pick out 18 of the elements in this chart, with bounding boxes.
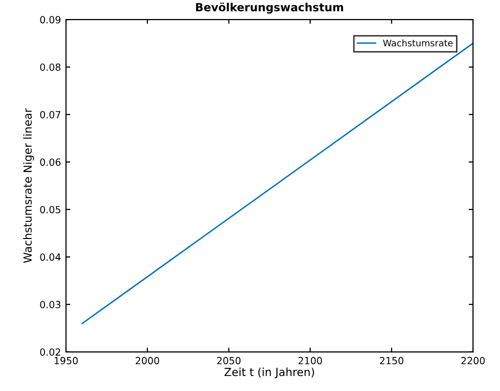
y-axis-title: Wachstumsrate Niger linear	[23, 108, 34, 263]
x-tick-label: 2150	[380, 356, 404, 364]
y-tick-label: 0.04	[40, 253, 61, 261]
y-tick-label: 0.08	[40, 64, 60, 71]
chart-title: Bevölkerungswachstum	[196, 2, 344, 14]
x-axis-title: Zeit t (in Jahren)	[224, 368, 314, 378]
x-tick-label: 2050	[217, 356, 241, 364]
y-tick-label: 0.02	[40, 348, 60, 356]
y-tick-label: 0.09	[40, 16, 60, 24]
legend-label: Wachstumsrate	[383, 39, 453, 46]
x-tick-label: 2100	[298, 356, 322, 364]
y-tick-label: 0.06	[40, 158, 61, 166]
y-tick-label: 0.05	[40, 206, 60, 214]
x-tick-label: 2000	[136, 356, 160, 364]
y-tick-label: 0.07	[40, 110, 60, 118]
y-tick-label: 0.03	[40, 300, 60, 308]
x-tick-label: 1950	[54, 356, 78, 364]
x-tick-label: 2200	[461, 356, 485, 364]
